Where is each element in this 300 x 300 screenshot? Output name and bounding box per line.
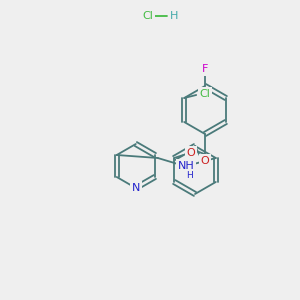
Text: O: O: [187, 148, 196, 158]
Text: Cl: Cl: [142, 11, 153, 21]
Text: NH: NH: [177, 161, 194, 171]
Text: H: H: [170, 11, 178, 21]
Text: H: H: [186, 170, 193, 179]
Text: N: N: [132, 183, 140, 193]
Text: O: O: [201, 156, 209, 166]
Text: Cl: Cl: [200, 89, 211, 99]
Text: F: F: [202, 64, 208, 74]
